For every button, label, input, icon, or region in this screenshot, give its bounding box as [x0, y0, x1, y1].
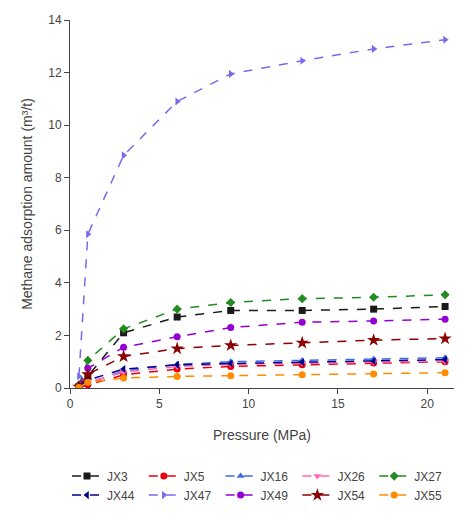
svg-text:14: 14 [48, 13, 62, 27]
svg-text:10: 10 [242, 397, 256, 411]
svg-text:20: 20 [421, 397, 435, 411]
svg-text:JX55: JX55 [414, 489, 442, 503]
svg-text:JX44: JX44 [107, 489, 135, 503]
svg-text:12: 12 [48, 66, 62, 80]
svg-text:5: 5 [156, 397, 163, 411]
svg-text:6: 6 [55, 223, 62, 237]
svg-text:Methane adsorption amount (m³/: Methane adsorption amount (m³/t) [19, 98, 35, 310]
svg-text:JX27: JX27 [414, 470, 442, 484]
svg-text:JX49: JX49 [261, 489, 289, 503]
svg-text:2: 2 [55, 329, 62, 343]
svg-text:Pressure (MPa): Pressure (MPa) [213, 427, 311, 443]
svg-text:8: 8 [55, 171, 62, 185]
svg-text:10: 10 [48, 118, 62, 132]
svg-text:JX54: JX54 [337, 489, 365, 503]
svg-text:JX47: JX47 [184, 489, 212, 503]
svg-text:4: 4 [55, 276, 62, 290]
svg-text:0: 0 [67, 397, 74, 411]
svg-text:JX16: JX16 [261, 470, 289, 484]
svg-text:JX3: JX3 [107, 470, 128, 484]
svg-text:JX26: JX26 [337, 470, 365, 484]
svg-text:JX5: JX5 [184, 470, 205, 484]
svg-text:0: 0 [55, 381, 62, 395]
svg-text:15: 15 [331, 397, 345, 411]
